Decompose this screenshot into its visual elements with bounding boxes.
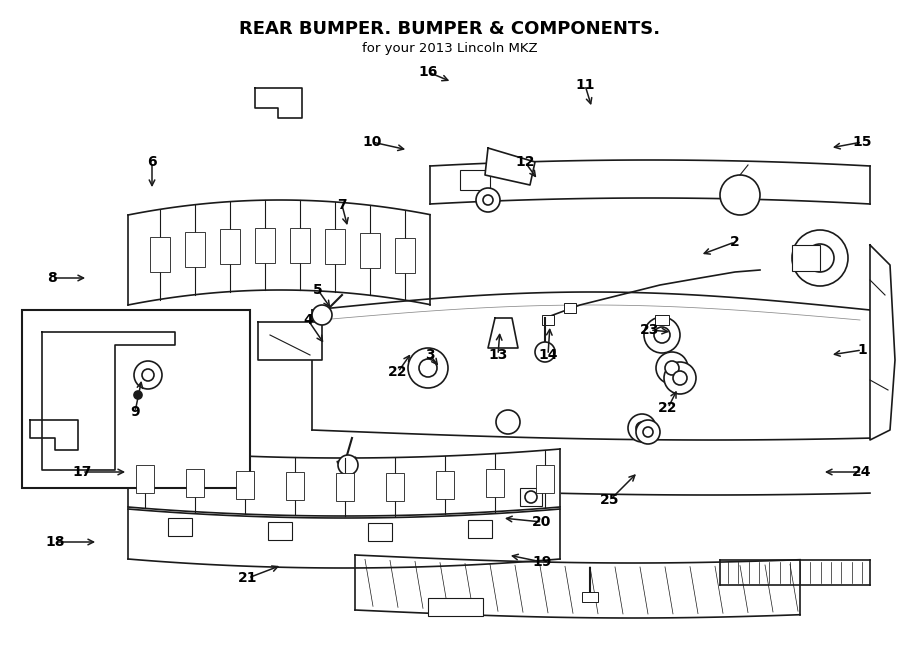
Bar bbox=[395, 237, 415, 272]
Text: REAR BUMPER. BUMPER & COMPONENTS.: REAR BUMPER. BUMPER & COMPONENTS. bbox=[239, 20, 661, 38]
Polygon shape bbox=[128, 200, 430, 305]
Circle shape bbox=[636, 422, 648, 434]
Bar bbox=[468, 520, 492, 537]
Polygon shape bbox=[128, 509, 560, 568]
Bar bbox=[368, 523, 392, 541]
Circle shape bbox=[134, 361, 162, 389]
Bar bbox=[220, 229, 240, 264]
Polygon shape bbox=[355, 555, 800, 618]
Circle shape bbox=[792, 230, 848, 286]
Circle shape bbox=[419, 359, 437, 377]
Polygon shape bbox=[42, 332, 175, 470]
Bar bbox=[336, 473, 354, 501]
Bar bbox=[185, 232, 205, 267]
Text: 11: 11 bbox=[575, 78, 595, 92]
Text: 13: 13 bbox=[489, 348, 508, 362]
Circle shape bbox=[664, 362, 696, 394]
Polygon shape bbox=[485, 148, 535, 185]
Bar bbox=[286, 473, 304, 500]
Bar bbox=[542, 315, 554, 325]
Bar bbox=[236, 471, 254, 499]
Text: 23: 23 bbox=[640, 323, 660, 337]
Polygon shape bbox=[30, 420, 78, 450]
Circle shape bbox=[338, 455, 358, 475]
Circle shape bbox=[476, 188, 500, 212]
Text: 7: 7 bbox=[338, 198, 346, 212]
Text: 24: 24 bbox=[852, 465, 872, 479]
Text: 14: 14 bbox=[538, 348, 558, 362]
Circle shape bbox=[636, 420, 660, 444]
Circle shape bbox=[654, 327, 670, 343]
Text: 21: 21 bbox=[238, 571, 257, 585]
Circle shape bbox=[665, 361, 679, 375]
Circle shape bbox=[643, 427, 653, 437]
Text: 22: 22 bbox=[658, 401, 678, 415]
Bar bbox=[136, 465, 154, 493]
Circle shape bbox=[496, 410, 520, 434]
Circle shape bbox=[408, 348, 448, 388]
Bar bbox=[436, 471, 454, 499]
Bar bbox=[792, 245, 820, 271]
Text: 1: 1 bbox=[857, 343, 867, 357]
Bar bbox=[150, 237, 170, 272]
Text: 22: 22 bbox=[388, 365, 408, 379]
Polygon shape bbox=[430, 160, 870, 204]
Circle shape bbox=[312, 305, 332, 325]
Polygon shape bbox=[720, 560, 870, 585]
Text: for your 2013 Lincoln MKZ: for your 2013 Lincoln MKZ bbox=[362, 42, 538, 55]
Text: 12: 12 bbox=[515, 155, 535, 169]
Text: 4: 4 bbox=[303, 313, 313, 327]
Text: 18: 18 bbox=[45, 535, 65, 549]
Circle shape bbox=[720, 175, 760, 215]
Bar bbox=[168, 518, 192, 535]
Circle shape bbox=[525, 491, 537, 503]
Circle shape bbox=[673, 371, 687, 385]
Bar bbox=[290, 227, 310, 262]
Bar bbox=[325, 229, 345, 264]
Bar bbox=[186, 469, 204, 496]
Text: 25: 25 bbox=[600, 493, 620, 507]
Bar bbox=[655, 315, 669, 325]
Text: 2: 2 bbox=[730, 235, 740, 249]
Circle shape bbox=[483, 195, 493, 205]
Bar bbox=[386, 473, 404, 500]
Text: 6: 6 bbox=[148, 155, 157, 169]
Bar bbox=[582, 592, 598, 602]
Polygon shape bbox=[312, 292, 870, 440]
Polygon shape bbox=[255, 88, 302, 118]
Bar bbox=[428, 598, 483, 616]
Circle shape bbox=[535, 342, 555, 362]
Polygon shape bbox=[128, 449, 560, 516]
Polygon shape bbox=[488, 318, 518, 348]
Circle shape bbox=[134, 391, 142, 399]
Bar bbox=[460, 170, 490, 190]
Text: 3: 3 bbox=[425, 348, 435, 362]
Bar bbox=[520, 488, 542, 506]
Circle shape bbox=[644, 317, 680, 353]
Text: 5: 5 bbox=[313, 283, 323, 297]
Text: 16: 16 bbox=[418, 65, 437, 79]
Bar bbox=[268, 522, 292, 540]
Text: 8: 8 bbox=[47, 271, 57, 285]
Circle shape bbox=[806, 244, 834, 272]
Text: 17: 17 bbox=[72, 465, 92, 479]
Text: 9: 9 bbox=[130, 405, 140, 419]
Text: 10: 10 bbox=[363, 135, 382, 149]
Circle shape bbox=[656, 352, 688, 384]
Circle shape bbox=[628, 414, 656, 442]
Circle shape bbox=[142, 369, 154, 381]
Bar bbox=[536, 465, 554, 493]
Text: 15: 15 bbox=[852, 135, 872, 149]
Text: 19: 19 bbox=[532, 555, 552, 569]
Bar bbox=[22, 310, 250, 488]
Bar bbox=[564, 303, 576, 313]
Polygon shape bbox=[870, 245, 895, 440]
Bar bbox=[486, 469, 504, 496]
Polygon shape bbox=[258, 322, 322, 360]
Text: 20: 20 bbox=[532, 515, 552, 529]
Circle shape bbox=[128, 385, 148, 405]
Bar bbox=[360, 233, 380, 268]
Bar bbox=[255, 228, 275, 262]
